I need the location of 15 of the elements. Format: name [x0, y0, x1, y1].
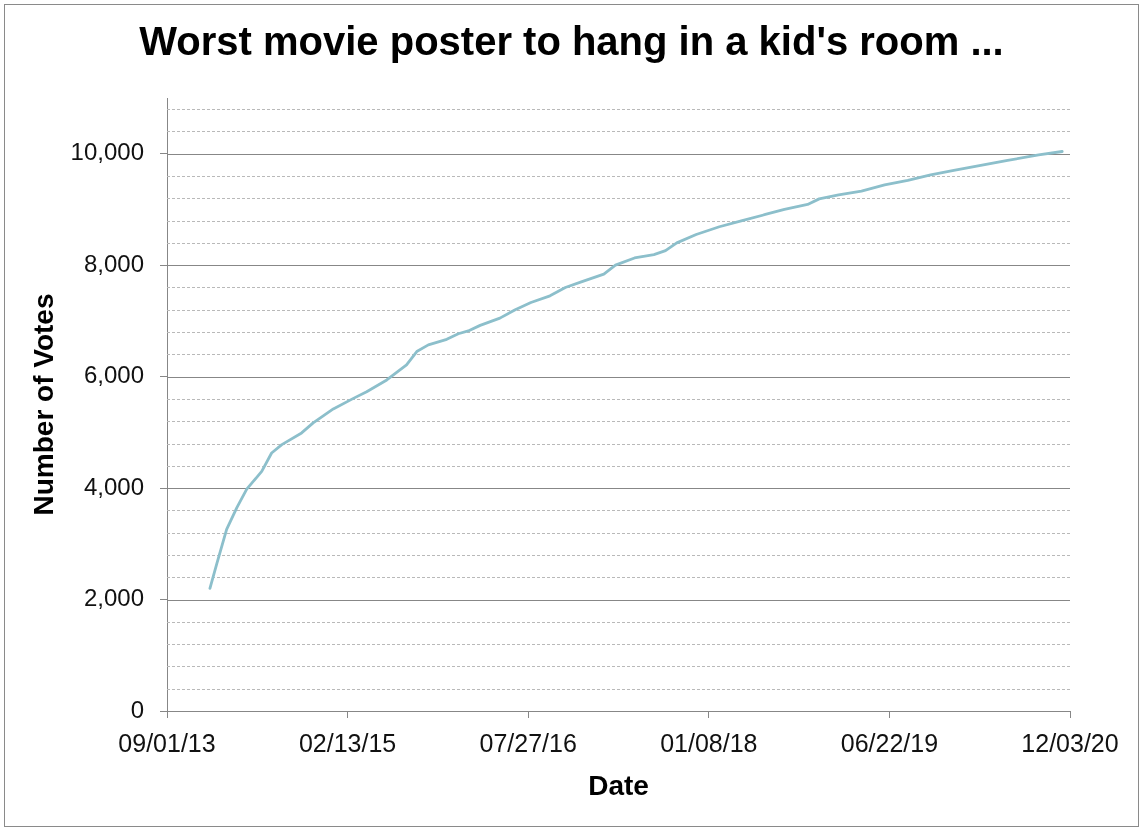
y-tick-label: 10,000	[70, 138, 144, 166]
x-axis-title: Date	[588, 769, 649, 801]
x-tick-label: 07/27/16	[479, 728, 577, 757]
y-axis-title: Number of Votes	[27, 293, 59, 516]
x-tick-label: 01/08/18	[660, 728, 758, 757]
chart-title: Worst movie poster to hang in a kid's room ...	[139, 18, 1004, 65]
y-tick-label: 2,000	[83, 584, 144, 612]
y-tick-label: 8,000	[83, 249, 144, 277]
y-tick-label: 0	[130, 695, 144, 723]
y-tick-label: 6,000	[83, 361, 144, 389]
y-tick-label: 4,000	[83, 472, 144, 500]
x-tick-label: 06/22/19	[840, 728, 939, 757]
x-tick-label: 02/13/15	[298, 728, 397, 757]
x-tick-label: 09/01/13	[118, 728, 216, 757]
x-tick-label: 12/03/20	[1021, 728, 1119, 757]
